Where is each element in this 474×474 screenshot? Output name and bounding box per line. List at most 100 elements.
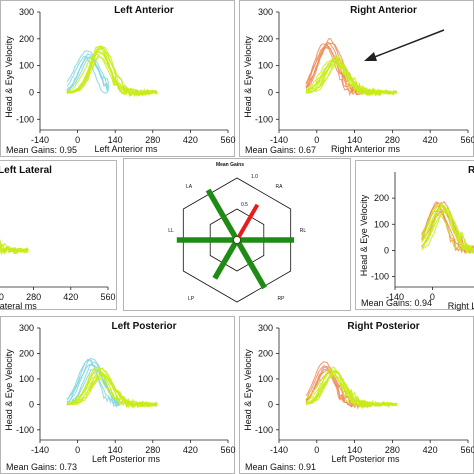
trace-line [305, 58, 397, 97]
panel-title: Right Anterior [350, 5, 417, 16]
canal-label-rl: RL [300, 228, 307, 234]
trace-line [421, 201, 474, 255]
mean-gains-label: Mean Gains: 0.94 [361, 298, 432, 308]
mean-gains-label: Mean Gains: 0.73 [6, 462, 77, 472]
panel-ra: 300 200 100 0 -100 -140 0 140 280 420 560 Right Ant… [239, 0, 474, 157]
y-tick-label: -100 [16, 114, 34, 124]
trace-line [66, 45, 158, 97]
x-tick-label: 140 [347, 135, 362, 145]
y-tick-label: 200 [19, 348, 34, 358]
y-tick-label: 300 [258, 323, 273, 333]
x-tick-label: 280 [145, 445, 160, 455]
inner-hexagon [209, 208, 265, 272]
trace-line [0, 241, 29, 255]
canal-label-ll: LL [168, 228, 174, 234]
x-tick-label: 140 [108, 445, 123, 455]
trace-line [0, 246, 29, 255]
trace-line [0, 247, 29, 253]
gain-bar-lp [212, 238, 240, 280]
x-tick-label: -140 [31, 445, 49, 455]
x-tick-label: 0 [314, 445, 319, 455]
y-tick-label: 100 [19, 374, 34, 384]
gains-diagram: Mean Gains 1.0 0.5 RA RL RP LP LL LA [123, 158, 351, 311]
mean-gains-label: Mean Gains: 0.95 [6, 145, 77, 155]
annotation-arrow [371, 29, 445, 59]
diagram-frame [123, 158, 351, 311]
y-tick-label: 100 [258, 374, 273, 384]
y-tick-label: 200 [258, 348, 273, 358]
x-axis-label: Right Anterior ms [331, 144, 401, 154]
y-tick-label: 100 [258, 61, 273, 71]
annotation-arrowhead [364, 52, 377, 61]
outer-hexagon [182, 177, 292, 303]
y-tick-label: 0 [29, 87, 34, 97]
panel-lp: 300 200 100 0 -100 -140 0 140 280 420 560 Left Post… [0, 316, 236, 474]
panel-frame [239, 0, 474, 157]
mean-gains-label: Mean Gains: 0.67 [245, 145, 316, 155]
x-tick-label: 280 [26, 292, 41, 302]
canal-label-la: LA [186, 184, 193, 190]
x-tick-label: -140 [270, 445, 288, 455]
trace-line [421, 204, 474, 254]
x-tick-label: 140 [0, 292, 4, 302]
trace-line [305, 371, 397, 408]
x-axis-label: Left Posterior ms [92, 454, 161, 464]
x-tick-label: -140 [31, 135, 49, 145]
panel-frame [355, 160, 474, 310]
y-tick-label: 200 [258, 34, 273, 44]
trace-line [66, 50, 110, 84]
trace-line [66, 367, 158, 409]
y-tick-label: 100 [19, 61, 34, 71]
x-tick-label: 560 [460, 445, 474, 455]
y-tick-label: 0 [268, 399, 273, 409]
y-tick-label: 100 [374, 219, 389, 229]
y-tick-label: 200 [19, 34, 34, 44]
trace-line [66, 357, 121, 408]
x-tick-label: 420 [183, 135, 198, 145]
y-tick-label: 200 [374, 193, 389, 203]
x-tick-label: 420 [63, 292, 78, 302]
x-tick-label: 140 [108, 135, 123, 145]
trace-line [421, 214, 474, 255]
trace-line [66, 375, 158, 408]
panel-rp: 300 200 100 0 -100 -140 0 140 280 420 560 Right Pos… [239, 316, 474, 474]
x-tick-label: 280 [385, 135, 400, 145]
panel-frame [0, 316, 235, 474]
y-axis-label: Head & Eye Velocity [243, 36, 253, 118]
x-tick-label: 0 [75, 445, 80, 455]
mean-gains-label: Mean Gains: 0.91 [245, 462, 316, 472]
y-axis-label: Head & Eye Velocity [359, 194, 369, 276]
y-axis-label: Head & Eye Velocity [4, 36, 14, 118]
x-tick-label: 280 [385, 445, 400, 455]
series-0 [66, 50, 110, 94]
trace-line [0, 239, 29, 254]
trace-line [66, 373, 158, 408]
panel-title: Left Anterior [114, 5, 174, 16]
y-tick-label: 300 [258, 7, 273, 17]
x-axis-label: Left Posterior ms [331, 454, 400, 464]
x-axis-label: Left Lateral ms [0, 301, 37, 311]
x-tick-label: 140 [347, 445, 362, 455]
series-1 [66, 366, 158, 409]
y-tick-label: -100 [255, 114, 273, 124]
series-1 [305, 366, 398, 410]
x-tick-label: 0 [314, 135, 319, 145]
panel-title: Right Posterior [347, 321, 419, 332]
x-tick-label: 560 [460, 135, 474, 145]
center-dot [233, 236, 241, 244]
x-axis-label: Right Lateral ms [448, 301, 474, 311]
y-tick-label: -100 [16, 425, 34, 435]
gain-bar-ra [235, 203, 260, 242]
trace-line [66, 55, 110, 94]
panel-title: Left Posterior [111, 321, 176, 332]
canal-label-lp: LP [188, 296, 195, 302]
gain-bar-la [205, 188, 240, 242]
y-axis-label: Head & Eye Velocity [4, 349, 14, 431]
scale-label-05: 0.5 [241, 202, 248, 208]
x-tick-label: 0 [75, 135, 80, 145]
trace-line [421, 206, 474, 253]
x-tick-label: 420 [183, 445, 198, 455]
x-tick-label: -140 [270, 135, 288, 145]
